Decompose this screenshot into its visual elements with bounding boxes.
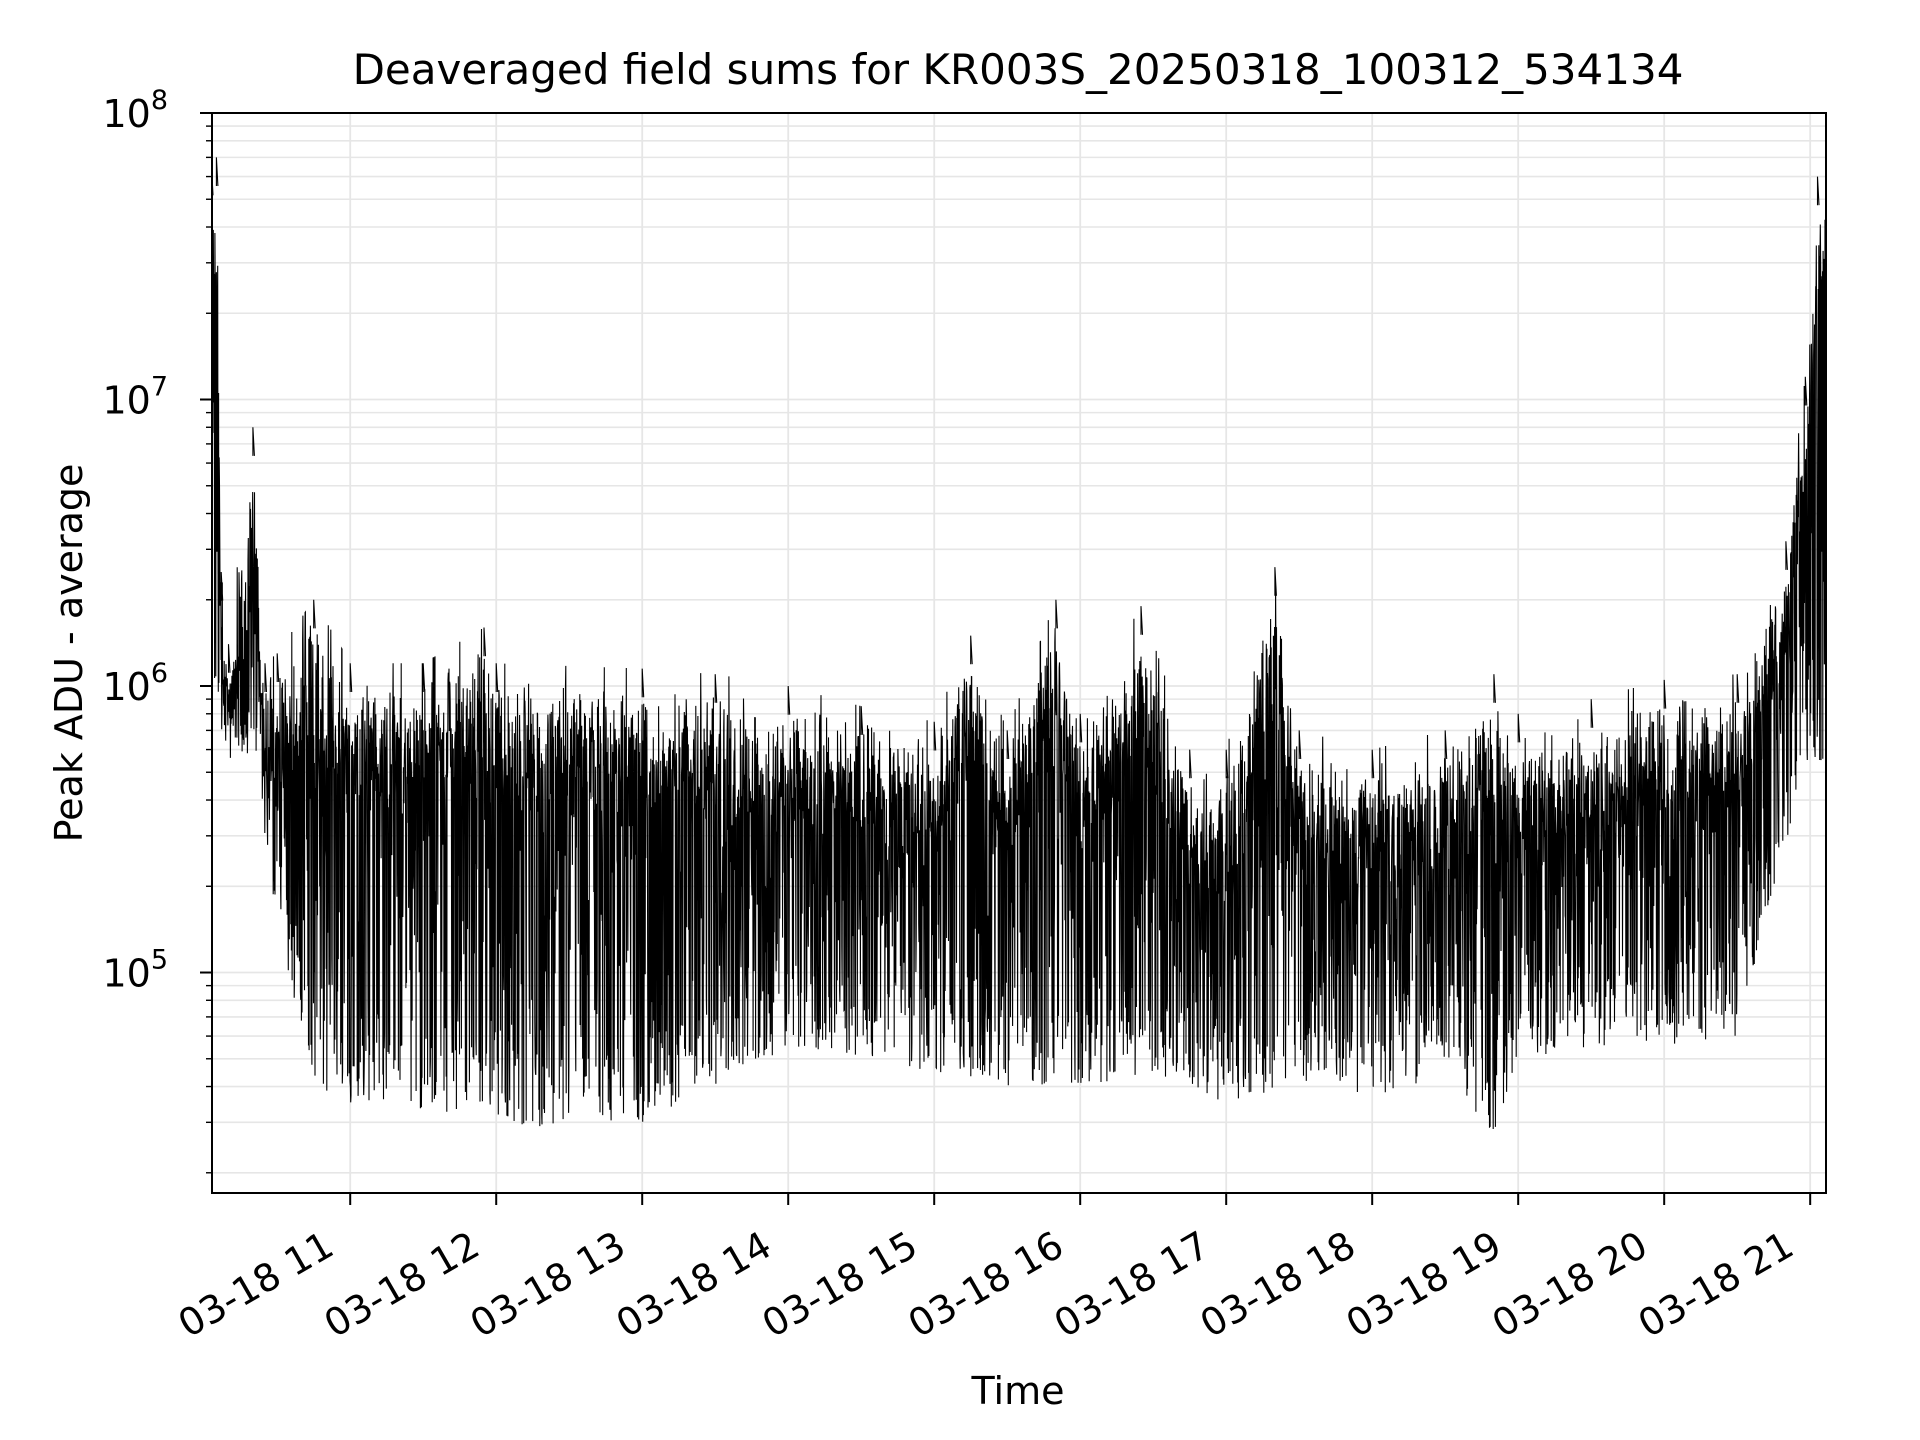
y-axis: 105 106 107 108 <box>102 85 212 1174</box>
y-tick-label: 105 <box>102 945 168 996</box>
y-tick-label: 106 <box>102 658 168 709</box>
plot-frame <box>211 112 1827 1194</box>
y-tick-label: 108 <box>102 85 168 136</box>
plot-area <box>212 157 1826 1130</box>
series-line <box>212 157 1826 1130</box>
y-axis-label: Peak ADU - average <box>47 464 91 843</box>
y-tick-label: 107 <box>102 372 168 423</box>
x-axis-label: Time <box>971 1369 1065 1413</box>
chart-title: Deaveraged field sums for KR003S_2025031… <box>353 45 1684 94</box>
